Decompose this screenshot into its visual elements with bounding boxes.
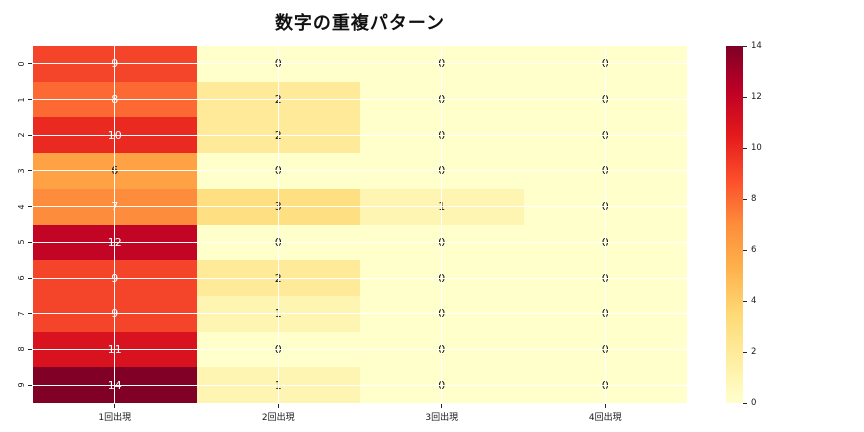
y-tick-label: 3: [17, 168, 26, 174]
h-gridline: [33, 384, 687, 386]
y-tickmark: [28, 63, 32, 65]
h-gridline: [33, 170, 687, 172]
colorbar: [726, 46, 743, 403]
v-gridline: [604, 46, 606, 403]
colorbar-tick-label: 10: [751, 142, 762, 153]
y-tick-label: 0: [17, 61, 26, 67]
h-gridline: [33, 313, 687, 315]
x-tick-label: 1回出現: [98, 413, 132, 423]
h-gridline: [33, 277, 687, 279]
h-gridline: [33, 241, 687, 243]
colorbar-tickmark: [743, 402, 747, 404]
colorbar-tick-label: 0: [751, 397, 757, 408]
h-gridline: [33, 63, 687, 65]
colorbar-tick-label: 8: [751, 193, 757, 204]
y-tick-label: 5: [17, 239, 26, 245]
v-gridline: [277, 46, 279, 403]
y-tickmark: [28, 277, 32, 279]
colorbar-tick-label: 4: [751, 295, 757, 306]
colorbar-tickmark: [743, 351, 747, 353]
x-tickmark: [441, 404, 443, 408]
colorbar-tickmark: [743, 300, 747, 302]
colorbar-tickmark: [743, 45, 747, 47]
h-gridline: [33, 348, 687, 350]
y-tickmark: [28, 206, 32, 208]
colorbar-tick-label: 2: [751, 346, 757, 357]
x-tick-label: 3回出現: [425, 413, 459, 423]
colorbar-tick-label: 12: [751, 91, 762, 102]
colorbar-tickmark: [743, 96, 747, 98]
y-tick-label: 2: [17, 132, 26, 138]
y-tickmark: [28, 241, 32, 243]
y-tickmark: [28, 384, 32, 386]
colorbar-tick-label: 14: [751, 40, 762, 51]
x-tickmark: [114, 404, 116, 408]
colorbar-tickmark: [743, 198, 747, 200]
y-tick-label: 6: [17, 275, 26, 281]
y-tickmark: [28, 134, 32, 136]
y-tickmark: [28, 313, 32, 315]
colorbar-tick-label: 6: [751, 244, 757, 255]
v-gridline: [114, 46, 116, 403]
y-tickmark: [28, 99, 32, 101]
v-gridline: [441, 46, 443, 403]
x-tick-label: 4回出現: [588, 413, 622, 423]
h-gridline: [33, 206, 687, 208]
colorbar-tickmark: [743, 147, 747, 149]
y-tickmark: [28, 348, 32, 350]
y-tick-label: 4: [17, 204, 26, 210]
h-gridline: [33, 99, 687, 101]
h-gridline: [33, 134, 687, 136]
x-tickmark: [277, 404, 279, 408]
y-tick-label: 7: [17, 311, 26, 317]
colorbar-tickmark: [743, 249, 747, 251]
y-tick-label: 9: [17, 382, 26, 388]
x-tick-label: 2回出現: [261, 413, 295, 423]
chart-title: 数字の重複パターン: [274, 13, 446, 34]
y-tick-label: 1: [17, 97, 26, 103]
y-tick-label: 8: [17, 346, 26, 352]
y-tickmark: [28, 170, 32, 172]
x-tickmark: [604, 404, 606, 408]
